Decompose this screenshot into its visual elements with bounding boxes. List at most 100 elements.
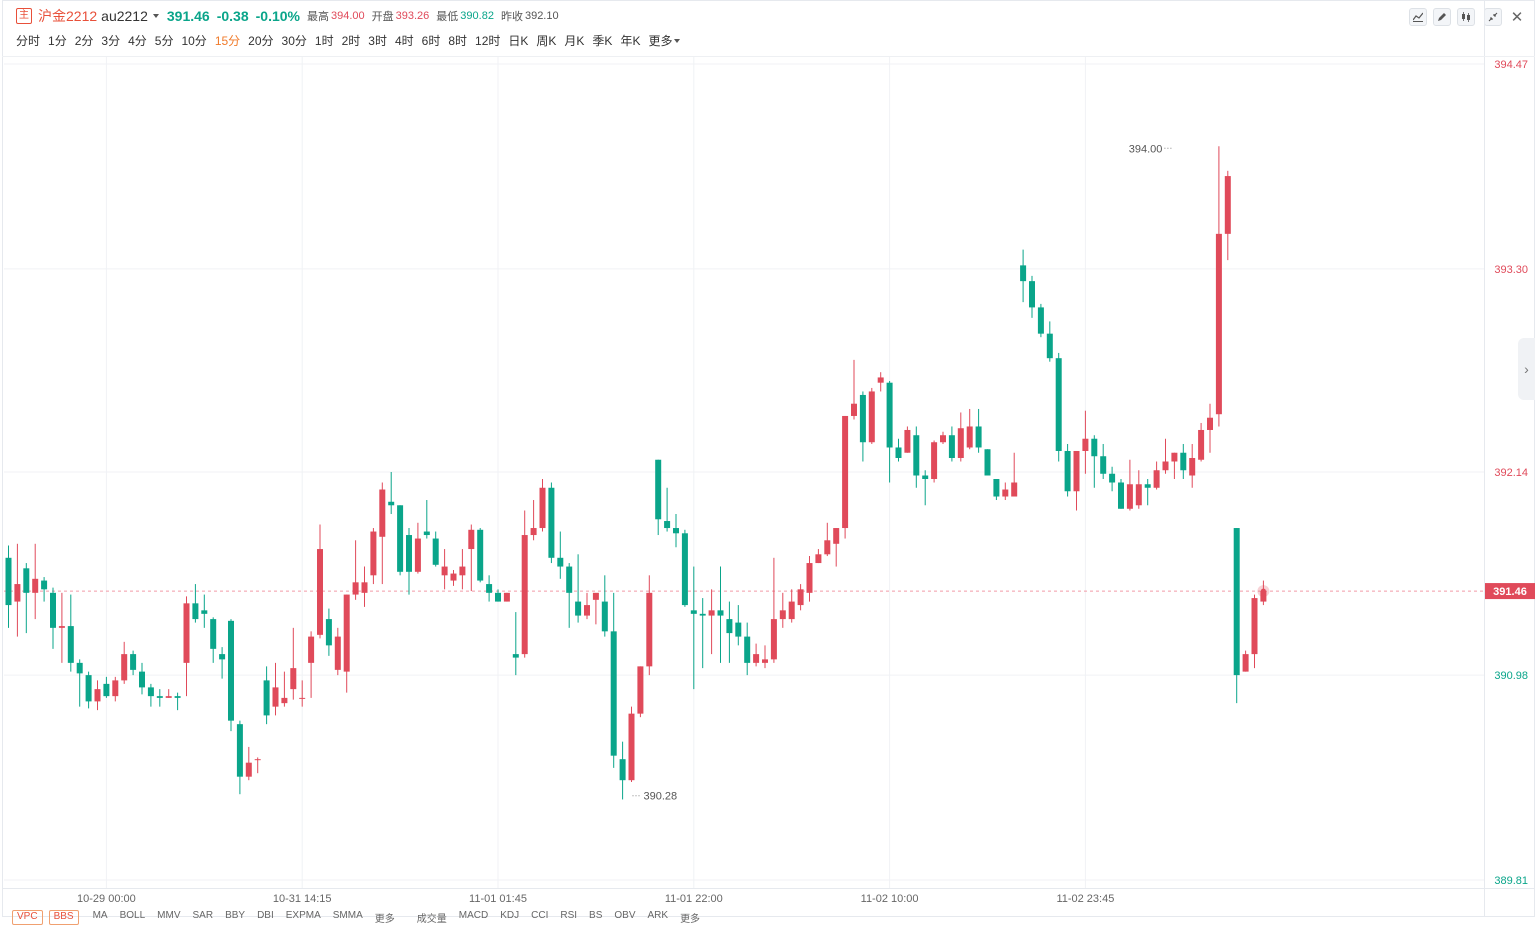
period-17[interactable]: 日K [508,33,529,48]
candle-body-74 [664,521,671,529]
side-panel-toggle[interactable]: › [1518,338,1535,400]
candle-body-70 [628,713,635,781]
period-8[interactable]: 20分 [248,33,274,48]
period-14[interactable]: 6时 [421,33,441,48]
candle-body-127 [1135,484,1142,506]
candle-body-42 [379,489,386,537]
symbol-name[interactable]: 沪金2212 [38,8,98,24]
candle-body-82 [735,622,742,637]
main-contract-badge: 主 [16,8,32,24]
main-indicator-1[interactable]: BOLL [119,910,146,921]
sub-indicator-6[interactable]: OBV [614,910,636,921]
candle-body-57 [512,654,519,658]
candle-body-83 [744,636,751,663]
candle-body-102 [913,435,920,476]
period-0[interactable]: 分时 [16,33,41,48]
candle-style-icon[interactable] [1457,8,1475,26]
window-controls: ✕ [1478,8,1526,26]
candle-body-68 [610,631,617,756]
main-indicator-4[interactable]: BBY [225,910,246,921]
y-tick-label-1: 393.30 [1494,264,1528,276]
candle-body-71 [637,666,644,714]
period-19[interactable]: 月K [564,33,585,48]
candle-body-114 [1020,265,1027,282]
price-change-pct: -0.10% [255,8,300,24]
sub-indicator-8[interactable]: 更多 [680,914,701,925]
candle-body-85 [762,659,768,663]
candle-body-32 [290,668,297,690]
close-icon[interactable]: ✕ [1510,9,1524,26]
main-indicator-5[interactable]: DBI [257,910,274,921]
period-7[interactable]: 15分 [214,33,241,48]
live-dot [1260,588,1266,594]
x-tick-label-5: 11-02 23:45 [1056,893,1114,905]
candle-body-62 [557,557,564,567]
period-21[interactable]: 年K [620,33,641,48]
candle-body-111 [993,479,1000,497]
main-indicator-8[interactable]: 更多 [374,914,395,925]
line-tool-icon[interactable] [1409,8,1427,26]
main-indicator-6[interactable]: EXPMA [285,910,321,921]
period-4[interactable]: 4分 [128,33,147,48]
candle-body-136 [1215,233,1222,415]
candle-body-61 [548,487,555,558]
period-12[interactable]: 3时 [368,33,387,48]
candle-body-137 [1224,176,1231,234]
candle-body-132 [1180,452,1187,471]
period-16[interactable]: 12时 [475,33,501,48]
candle-body-1 [14,584,21,602]
high-value: 394.00 [330,10,365,22]
candle-body-30 [272,687,279,707]
period-6[interactable]: 10分 [181,33,207,48]
candle-body-3 [32,578,39,593]
sub-indicator-3[interactable]: CCI [531,910,549,921]
chevron-down-icon[interactable] [152,14,159,18]
main-indicator-7[interactable]: SMMA [332,910,363,921]
candle-body-24 [219,654,226,660]
sub-indicator-1[interactable]: MACD [458,910,489,921]
candle-body-94 [842,415,849,529]
symbol-code[interactable]: au2212 [101,8,148,24]
period-18[interactable]: 周K [536,33,557,48]
y-tick-label-0: 394.47 [1494,59,1528,71]
sub-indicator-2[interactable]: KDJ [500,910,520,921]
sub-indicator-4[interactable]: RSI [560,910,578,921]
main-indicator-2[interactable]: MMV [157,910,181,921]
bbs-button[interactable]: BBS [48,910,79,925]
candle-body-10 [94,689,101,702]
candle-body-8 [76,662,83,674]
candle-body-126 [1126,484,1133,509]
candle-body-89 [797,589,804,606]
period-2[interactable]: 2分 [74,33,94,48]
period-9[interactable]: 30分 [281,33,307,48]
chart-toolbar [1403,8,1475,26]
candle-body-93 [833,528,840,544]
period-13[interactable]: 4时 [394,33,414,48]
candle-body-118 [1055,358,1062,451]
period-11[interactable]: 2时 [341,33,361,48]
period-10[interactable]: 1时 [314,33,334,48]
candle-body-21 [192,603,199,620]
sub-indicator-0[interactable]: 成交量 [416,914,447,925]
more-periods-button[interactable]: 更多 [644,32,684,49]
period-5[interactable]: 5分 [154,33,174,48]
period-1[interactable]: 1分 [48,33,67,48]
prev-close-value: 392.10 [524,10,559,22]
sub-indicator-7[interactable]: ARK [647,910,669,921]
period-20[interactable]: 季K [592,33,613,48]
y-tick-label-4: 389.81 [1494,875,1528,887]
period-3[interactable]: 3分 [101,33,121,48]
main-indicator-0[interactable]: MA [92,910,108,921]
indicator-bar: VPC BBS MA BOLL MMV SAR BBY DBI EXPMA SMMA 更多 成交… [12,910,712,925]
candle-body-135 [1207,417,1213,430]
pen-icon[interactable] [1433,8,1451,26]
max-price-label: 394.00 [1129,143,1163,155]
candle-body-43 [388,501,395,506]
sub-indicator-5[interactable]: BS [589,910,603,921]
period-15[interactable]: 8时 [448,33,468,48]
vpc-button[interactable]: VPC [12,910,43,925]
main-indicator-3[interactable]: SAR [192,910,214,921]
candle-body-141 [1260,591,1267,602]
